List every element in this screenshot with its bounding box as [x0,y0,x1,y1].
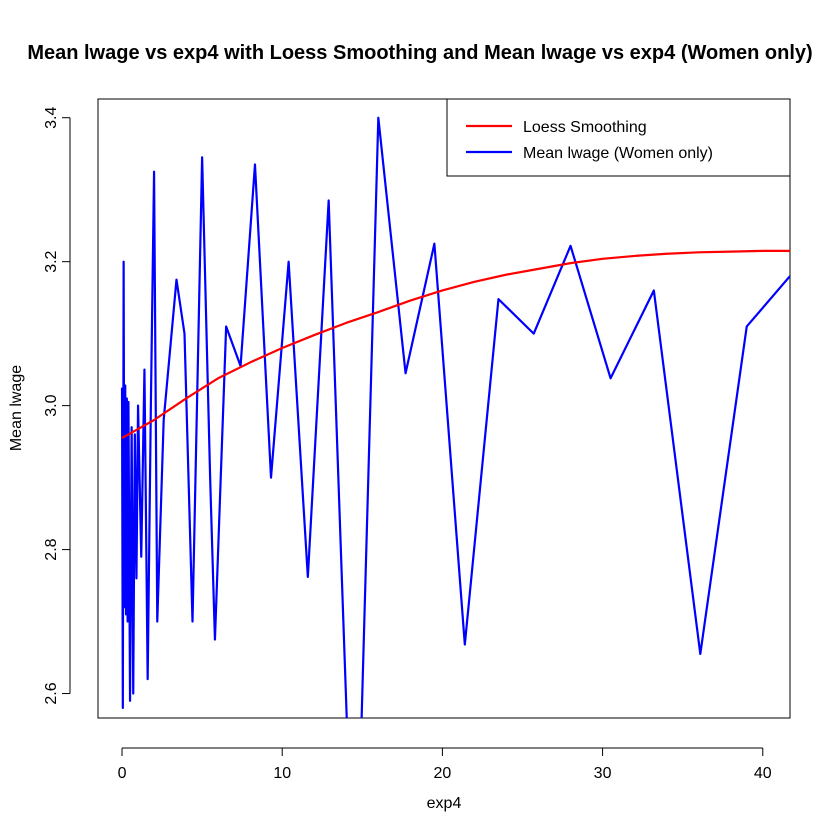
y-tick-label: 2.6 [43,682,60,704]
x-tick-label: 40 [754,765,772,782]
legend-box [446,98,791,177]
plot-frame [97,98,791,719]
series-line-loess-smoothing [121,249,790,439]
legend-label-women: Mean lwage (Women only) [523,145,713,162]
x-tick-label: 30 [594,765,612,782]
y-tick-label: 3.4 [43,106,60,128]
legend-label-loess: Loess Smoothing [523,119,647,136]
chart-title: Mean lwage vs exp4 with Loess Smoothing … [27,42,812,64]
series-line-women-mean-lwage [120,116,790,718]
y-axis-label: Mean lwage [8,365,25,451]
legend: Loess Smoothing Mean lwage (Women only) [446,98,791,177]
y-tick-label: 2.8 [43,538,60,560]
x-axis-label: exp4 [427,795,462,812]
y-axis: 2.6 2.8 3.0 3.2 3.4 [43,106,71,705]
x-axis: 0 10 20 30 40 [118,747,772,782]
y-tick-label: 3.2 [43,250,60,272]
x-tick-label: 0 [118,765,127,782]
y-tick-label: 3.0 [43,394,60,416]
x-tick-label: 20 [433,765,451,782]
x-tick-label: 10 [273,765,291,782]
